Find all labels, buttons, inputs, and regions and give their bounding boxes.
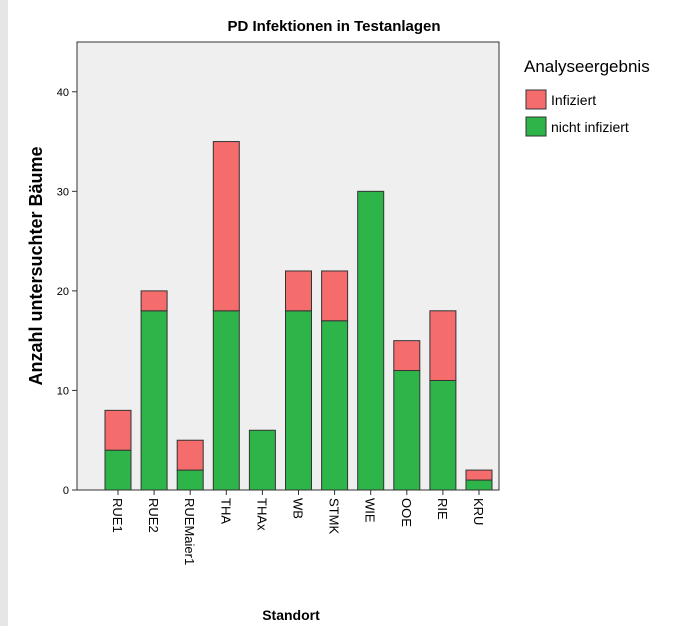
bar-nicht-infiziert	[212, 310, 240, 491]
x-tick-label: RUEMaier1	[182, 498, 197, 565]
bars-group	[104, 141, 493, 491]
x-tick-label: STMK	[327, 498, 342, 534]
x-tick-label: OOE	[399, 498, 414, 527]
bar-nicht-infiziert	[104, 449, 132, 491]
x-tick-label: RUE1	[110, 498, 125, 533]
x-tick-label: RIE	[435, 498, 450, 520]
bar-nicht-infiziert	[285, 310, 312, 491]
x-tick-label: WIE	[363, 498, 378, 523]
y-axis-label: Anzahl untersuchter Bäume	[26, 146, 46, 385]
x-tick-label: RUE2	[146, 498, 161, 533]
bar-infiziert	[465, 469, 493, 481]
left-border-strip	[0, 0, 8, 626]
x-tick-label: WB	[291, 498, 306, 519]
x-axis-label: Standort	[262, 607, 320, 623]
legend-swatch	[525, 89, 547, 110]
bar-infiziert	[140, 290, 168, 312]
bar-infiziert	[176, 439, 204, 471]
x-tick-label: KRU	[471, 498, 486, 525]
bar-infiziert	[285, 270, 312, 312]
bar-nicht-infiziert	[465, 479, 493, 491]
bar-nicht-infiziert	[357, 190, 385, 491]
x-axis: RUE1 RUE2 RUEMaier1 THA THAx WB STMK WIE OOE RIE K…	[110, 490, 486, 565]
legend-title: Analyseergebnis	[524, 57, 650, 76]
legend: Analyseergebnis Infiziert nicht infiziert	[524, 57, 650, 137]
bar-nicht-infiziert	[248, 429, 276, 491]
chart-title: PD Infektionen in Testanlagen	[227, 18, 440, 35]
legend-label: nicht infiziert	[551, 119, 629, 135]
y-axis: 0 10 20 30 40	[57, 87, 77, 497]
y-tick-label: 20	[57, 286, 69, 298]
legend-swatch	[525, 116, 547, 137]
bar-nicht-infiziert	[140, 310, 168, 491]
bar-nicht-infiziert	[321, 320, 349, 491]
bar-nicht-infiziert	[393, 370, 421, 491]
y-tick-label: 10	[57, 385, 69, 397]
y-tick-label: 0	[63, 485, 69, 497]
y-tick-label: 40	[57, 87, 69, 99]
x-tick-label: THA	[218, 498, 233, 524]
legend-label: Infiziert	[551, 92, 596, 108]
bar-nicht-infiziert	[176, 469, 204, 491]
bar-infiziert	[393, 340, 421, 372]
bar-infiziert	[212, 141, 240, 312]
x-tick-label: THAx	[254, 498, 269, 531]
y-tick-label: 30	[57, 186, 69, 198]
bar-infiziert	[321, 270, 349, 322]
bar-infiziert	[104, 409, 132, 451]
bar-nicht-infiziert	[429, 379, 457, 491]
bar-infiziert	[429, 310, 457, 381]
